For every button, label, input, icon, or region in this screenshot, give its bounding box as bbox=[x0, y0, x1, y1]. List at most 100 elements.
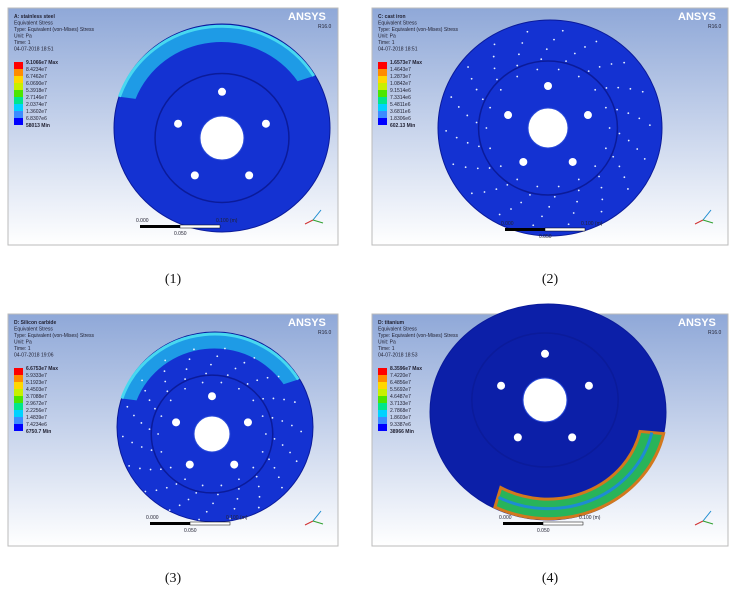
vent-dot bbox=[206, 511, 208, 513]
vent-dot bbox=[184, 378, 186, 380]
header-line: 04-07-2018 19:06 bbox=[14, 353, 54, 359]
legend-swatch bbox=[378, 396, 387, 403]
legend-label: 9.1066e7 Max bbox=[26, 60, 58, 66]
legend-label: 1.6573e7 Max bbox=[390, 60, 422, 66]
vent-dot bbox=[477, 168, 479, 170]
legend-label: 3.6811e6 bbox=[390, 109, 411, 115]
legend-label: 58013 Min bbox=[26, 123, 50, 129]
header-line: Unit: Pa bbox=[378, 34, 396, 40]
legend-swatch bbox=[14, 417, 23, 424]
vent-dot bbox=[510, 208, 512, 210]
scale-bar-dark bbox=[503, 522, 543, 525]
legend-swatch bbox=[378, 97, 387, 104]
vent-dot bbox=[598, 176, 600, 178]
vent-dot bbox=[605, 107, 607, 109]
legend-label: 3.7133e7 bbox=[390, 401, 411, 407]
vent-dot bbox=[179, 504, 181, 506]
legend-swatch bbox=[378, 62, 387, 69]
vent-dot bbox=[189, 358, 191, 360]
vent-dot bbox=[536, 69, 538, 71]
scale-label: 0.000 bbox=[146, 515, 159, 521]
vent-dot bbox=[139, 468, 141, 470]
legend-label: 2.9672e7 bbox=[26, 401, 47, 407]
header-line: Time: 1 bbox=[14, 346, 31, 352]
vent-dot bbox=[166, 390, 168, 392]
bolt-hole bbox=[504, 111, 512, 119]
vent-dot bbox=[617, 87, 619, 89]
vent-dot bbox=[268, 458, 270, 460]
scale-label: 0.000 bbox=[499, 515, 512, 521]
vent-dot bbox=[282, 444, 284, 446]
vent-dot bbox=[536, 186, 538, 188]
vent-dot bbox=[611, 63, 613, 65]
legend-swatch bbox=[378, 90, 387, 97]
vent-dot bbox=[558, 186, 560, 188]
header-line: Type: Equivalent (von-Mises) Stress bbox=[14, 333, 95, 339]
legend-swatch bbox=[378, 403, 387, 410]
legend-swatch bbox=[14, 76, 23, 83]
legend-swatch bbox=[378, 69, 387, 76]
legend-label: 1.0842e7 bbox=[390, 81, 411, 87]
legend-swatch bbox=[378, 389, 387, 396]
legend-swatch bbox=[14, 410, 23, 417]
bolt-hole bbox=[172, 418, 180, 426]
scale-bar-light bbox=[545, 228, 585, 231]
vent-dot bbox=[495, 188, 497, 190]
vent-dot bbox=[627, 112, 629, 114]
vent-dot bbox=[616, 109, 618, 111]
vent-dot bbox=[259, 496, 261, 498]
vent-dot bbox=[526, 31, 528, 33]
header-line: Equivalent Stress bbox=[14, 21, 53, 27]
vent-dot bbox=[131, 442, 133, 444]
vent-dot bbox=[541, 215, 543, 217]
bolt-hole bbox=[186, 461, 194, 469]
legend-label: 1.8603e7 bbox=[390, 415, 411, 421]
vent-dot bbox=[452, 163, 454, 165]
legend-label: 38966 Min bbox=[390, 429, 414, 435]
vent-dot bbox=[595, 41, 597, 43]
vent-dot bbox=[489, 167, 491, 169]
vent-dot bbox=[164, 360, 166, 362]
legend-label: 1.2873e7 bbox=[390, 74, 411, 80]
vent-dot bbox=[500, 165, 502, 167]
header-line: Unit: Pa bbox=[14, 34, 32, 40]
legend-swatch bbox=[14, 90, 23, 97]
vent-dot bbox=[594, 165, 596, 167]
legend-label: 6.8307e6 bbox=[26, 116, 47, 122]
result-panel: ANSYSR16.0C: cast ironEquivalent StressT… bbox=[372, 8, 728, 245]
vent-dot bbox=[588, 70, 590, 72]
vent-dot bbox=[578, 179, 580, 181]
vent-dot bbox=[133, 415, 135, 417]
vent-dot bbox=[149, 399, 151, 401]
scale-label: 0.100 (m) bbox=[581, 221, 603, 227]
bolt-hole bbox=[230, 461, 238, 469]
vent-dot bbox=[202, 382, 204, 384]
vent-dot bbox=[224, 348, 226, 350]
vent-dot bbox=[156, 489, 158, 491]
version: R16.0 bbox=[708, 24, 722, 30]
vent-dot bbox=[629, 88, 631, 90]
header-line: Equivalent Stress bbox=[378, 327, 417, 333]
vent-dot bbox=[584, 46, 586, 48]
legend-swatch bbox=[14, 424, 23, 431]
result-panel: ANSYSR16.0D: titaniumEquivalent StressTy… bbox=[372, 304, 728, 546]
vent-dot bbox=[278, 376, 280, 378]
vent-dot bbox=[548, 206, 550, 208]
legend-swatch bbox=[378, 375, 387, 382]
vent-dot bbox=[489, 107, 491, 109]
vent-dot bbox=[300, 431, 302, 433]
legend-label: 7.4234e6 bbox=[26, 422, 47, 428]
vent-dot bbox=[258, 507, 260, 509]
vent-dot bbox=[193, 348, 195, 350]
vent-dot bbox=[220, 485, 222, 487]
vent-dot bbox=[618, 166, 620, 168]
vent-dot bbox=[262, 415, 264, 417]
header-line: Equivalent Stress bbox=[378, 21, 417, 27]
legend-swatch bbox=[14, 69, 23, 76]
vent-dot bbox=[160, 415, 162, 417]
legend-swatch bbox=[14, 111, 23, 118]
version: R16.0 bbox=[318, 330, 332, 336]
scale-label: 0.050 bbox=[184, 528, 197, 534]
legend-label: 9.3387e6 bbox=[390, 422, 411, 428]
vent-dot bbox=[466, 115, 468, 117]
